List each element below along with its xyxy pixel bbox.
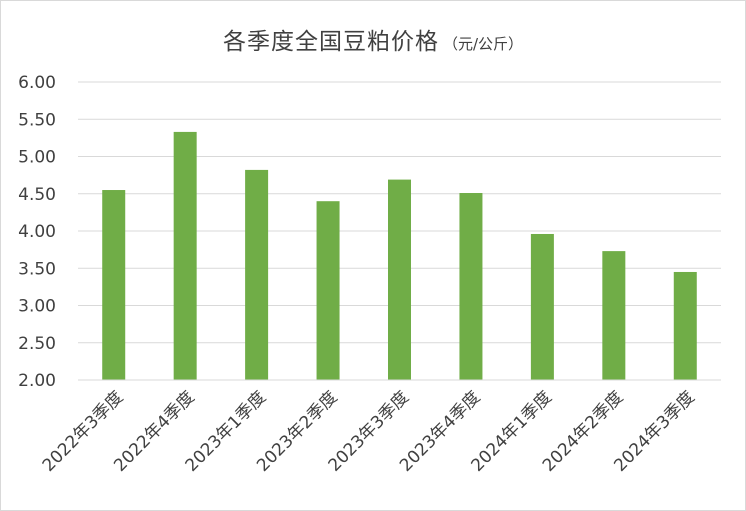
y-tick-label: 3.50	[18, 259, 56, 279]
bars	[102, 131, 697, 380]
y-tick-label: 4.50	[18, 185, 56, 205]
bar	[388, 179, 411, 380]
bar	[530, 233, 554, 380]
y-tick-label: 6.00	[18, 73, 56, 93]
x-axis-ticks: 2022年3季度2022年4季度2023年1季度2023年2季度2023年3季度…	[39, 387, 699, 475]
bar	[316, 201, 340, 380]
bar	[459, 193, 483, 380]
y-tick-label: 4.00	[18, 222, 56, 242]
y-tick-label: 2.00	[18, 371, 56, 391]
y-tick-label: 5.50	[18, 110, 56, 130]
bar	[173, 131, 197, 380]
y-tick-label: 3.00	[18, 297, 56, 317]
chart-title: 各季度全国豆粕价格 （元/公斤）	[0, 22, 746, 56]
bar	[102, 190, 126, 380]
chart-title-unit: （元/公斤）	[442, 35, 524, 53]
y-tick-label: 5.00	[18, 148, 56, 168]
bar	[673, 271, 697, 380]
bar	[245, 169, 269, 380]
y-axis-ticks: 2.00 2.50 3.00 3.50 4.00 4.50 5.00 5.50 6.00	[18, 73, 56, 391]
chart-title-main: 各季度全国豆粕价格	[222, 29, 439, 55]
bar	[602, 251, 626, 380]
y-tick-label: 2.50	[18, 334, 56, 354]
